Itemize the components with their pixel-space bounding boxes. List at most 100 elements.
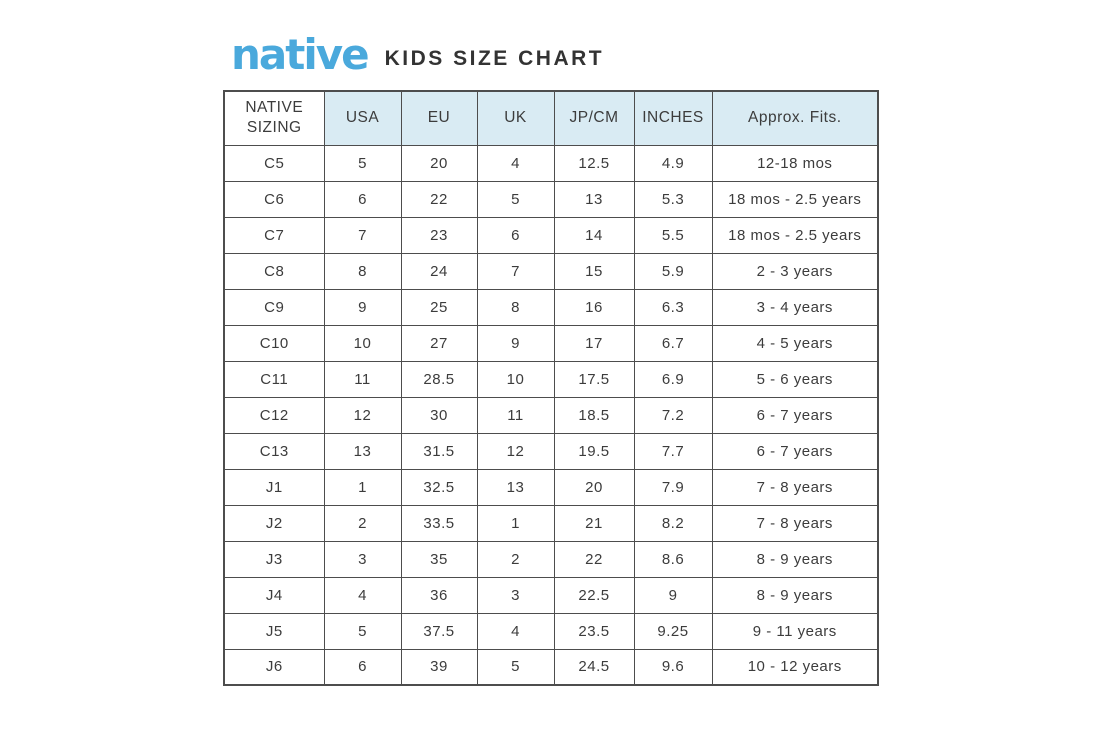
size-value-cell: 5 [476,648,555,686]
size-value-cell: 9.25 [633,612,713,650]
size-value-cell: 17.5 [553,360,635,398]
size-value-cell: 2 [476,540,555,578]
native-size-cell: J6 [223,648,325,686]
table-row: C5 5 20 4 12.5 4.9 12-18 mos [223,144,879,182]
size-value-cell: 14 [553,216,635,254]
size-value-cell: 5 [476,180,555,218]
table-row: C13 13 31.5 12 19.5 7.7 6 - 7 years [223,432,879,470]
size-value-cell: 8 [476,288,555,326]
size-value-cell: 20 [400,144,478,182]
size-value-cell: 23 [400,216,478,254]
size-value-cell: 7 [476,252,555,290]
size-value-cell: 5 - 6 years [711,360,879,398]
size-value-cell: 6 [323,648,402,686]
size-value-cell: 13 [476,468,555,506]
size-value-cell: 9 [633,576,713,614]
col-header-usa: USA [323,90,402,146]
size-value-cell: 10 - 12 years [711,648,879,686]
size-value-cell: 15 [553,252,635,290]
size-value-cell: 18.5 [553,396,635,434]
native-size-cell: C12 [223,396,325,434]
size-value-cell: 6 [323,180,402,218]
size-value-cell: 12.5 [553,144,635,182]
size-value-cell: 22 [553,540,635,578]
table-row: J6 6 39 5 24.5 9.6 10 - 12 years [223,648,879,686]
size-value-cell: 11 [476,396,555,434]
header-row: NATIVE SIZING USA EU UK JP/CM INCHES Approx. F… [223,90,879,146]
size-value-cell: 21 [553,504,635,542]
size-value-cell: 4 [476,144,555,182]
table-row: J5 5 37.5 4 23.5 9.25 9 - 11 years [223,612,879,650]
size-value-cell: 16 [553,288,635,326]
size-value-cell: 9 [323,288,402,326]
col-header-eu: EU [400,90,478,146]
size-value-cell: 6.9 [633,360,713,398]
size-value-cell: 7.7 [633,432,713,470]
size-value-cell: 13 [553,180,635,218]
size-value-cell: 1 [323,468,402,506]
size-value-cell: 5.3 [633,180,713,218]
size-value-cell: 18 mos - 2.5 years [711,216,879,254]
native-size-cell: C11 [223,360,325,398]
size-value-cell: 7 - 8 years [711,504,879,542]
size-value-cell: 9 - 11 years [711,612,879,650]
table-row: C11 11 28.5 10 17.5 6.9 5 - 6 years [223,360,879,398]
table-row: C7 7 23 6 14 5.5 18 mos - 2.5 years [223,216,879,254]
size-value-cell: 31.5 [400,432,478,470]
size-value-cell: 5.5 [633,216,713,254]
size-value-cell: 6 [476,216,555,254]
col-header-inches: INCHES [633,90,713,146]
size-value-cell: 6.3 [633,288,713,326]
table-row: C10 10 27 9 17 6.7 4 - 5 years [223,324,879,362]
table-row: C9 9 25 8 16 6.3 3 - 4 years [223,288,879,326]
col-header-native-sizing: NATIVE SIZING [223,90,325,146]
size-value-cell: 32.5 [400,468,478,506]
size-value-cell: 39 [400,648,478,686]
table-row: C8 8 24 7 15 5.9 2 - 3 years [223,252,879,290]
size-value-cell: 2 [323,504,402,542]
size-value-cell: 3 - 4 years [711,288,879,326]
size-value-cell: 8.6 [633,540,713,578]
size-value-cell: 12 [323,396,402,434]
native-size-cell: C8 [223,252,325,290]
size-value-cell: 28.5 [400,360,478,398]
size-value-cell: 23.5 [553,612,635,650]
size-value-cell: 35 [400,540,478,578]
table-row: C12 12 30 11 18.5 7.2 6 - 7 years [223,396,879,434]
native-size-cell: C13 [223,432,325,470]
size-value-cell: 3 [323,540,402,578]
size-value-cell: 20 [553,468,635,506]
size-value-cell: 25 [400,288,478,326]
table-row: J1 1 32.5 13 20 7.9 7 - 8 years [223,468,879,506]
size-value-cell: 10 [323,324,402,362]
size-value-cell: 5 [323,144,402,182]
size-value-cell: 19.5 [553,432,635,470]
size-value-cell: 17 [553,324,635,362]
size-value-cell: 9 [476,324,555,362]
col-header-approx-fits: Approx. Fits. [711,90,879,146]
size-value-cell: 8 [323,252,402,290]
native-size-cell: C10 [223,324,325,362]
native-size-cell: J5 [223,612,325,650]
native-size-cell: J2 [223,504,325,542]
native-size-cell: J1 [223,468,325,506]
size-value-cell: 10 [476,360,555,398]
size-value-cell: 8 - 9 years [711,540,879,578]
col-header-uk: UK [476,90,555,146]
size-value-cell: 12-18 mos [711,144,879,182]
size-value-cell: 18 mos - 2.5 years [711,180,879,218]
size-value-cell: 3 [476,576,555,614]
native-size-cell: C5 [223,144,325,182]
native-size-cell: C6 [223,180,325,218]
size-value-cell: 6 - 7 years [711,396,879,434]
size-value-cell: 33.5 [400,504,478,542]
size-value-cell: 4 [476,612,555,650]
brand-header: native KIDS SIZE CHART [231,34,604,76]
table-body: C5 5 20 4 12.5 4.9 12-18 mos C6 6 22 5 13 5.3 18 mos … [223,144,879,686]
native-size-cell: J3 [223,540,325,578]
size-value-cell: 36 [400,576,478,614]
size-value-cell: 8 - 9 years [711,576,879,614]
size-value-cell: 27 [400,324,478,362]
native-size-cell: C7 [223,216,325,254]
